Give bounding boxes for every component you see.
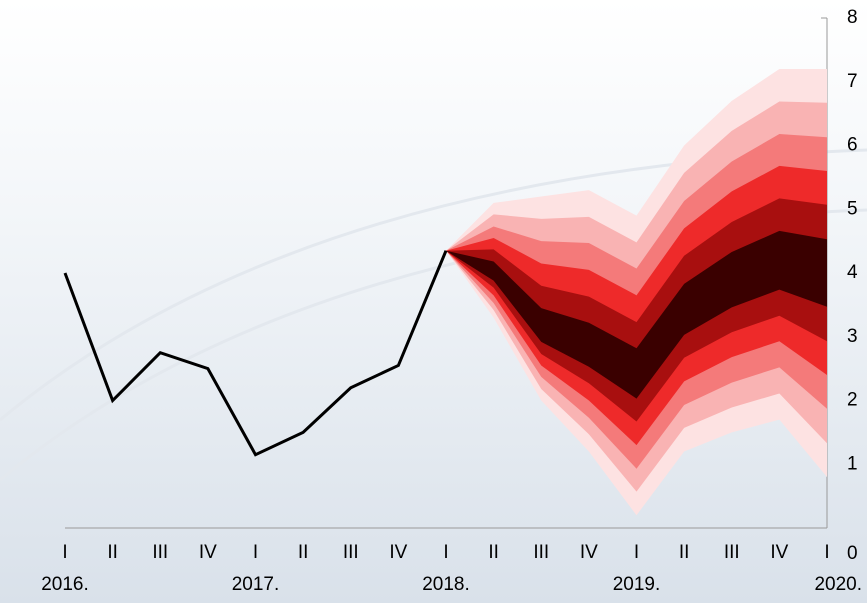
- y-tick-label: 3: [847, 326, 858, 347]
- x-tick-label: III: [152, 542, 168, 563]
- x-tick-label: III: [343, 542, 359, 563]
- y-tick-label: 6: [847, 135, 858, 156]
- x-tick-label: III: [724, 542, 740, 563]
- x-tick-label: III: [533, 542, 549, 563]
- x-tick-label: II: [679, 542, 690, 563]
- year-label: 2020.: [814, 574, 862, 595]
- x-tick-label: I: [253, 542, 258, 563]
- x-tick-label: II: [488, 542, 499, 563]
- y-tick-label: 2: [847, 390, 858, 411]
- y-tick-label: 4: [847, 262, 858, 283]
- year-label: 2016.: [41, 574, 89, 595]
- y-tick-label: 5: [847, 198, 858, 219]
- x-tick-label: I: [443, 542, 448, 563]
- fan-band: [446, 230, 827, 399]
- y-tick-label: 7: [847, 71, 858, 92]
- year-label: 2018.: [422, 574, 470, 595]
- y-tick-label: 8: [847, 7, 858, 28]
- y-tick-label: 1: [847, 453, 858, 474]
- x-tick-label: IV: [580, 542, 598, 563]
- x-tick-label: II: [107, 542, 118, 563]
- y-tick-label: 0: [847, 543, 858, 564]
- year-label: 2019.: [613, 574, 661, 595]
- x-tick-label: II: [298, 542, 309, 563]
- x-tick-label: I: [824, 542, 829, 563]
- x-tick-label: IV: [770, 542, 788, 563]
- x-tick-label: I: [634, 542, 639, 563]
- line: [63, 250, 448, 457]
- x-tick-label: IV: [199, 542, 217, 563]
- year-label: 2017.: [232, 574, 280, 595]
- x-tick-label: I: [62, 542, 67, 563]
- x-tick-label: IV: [389, 542, 407, 563]
